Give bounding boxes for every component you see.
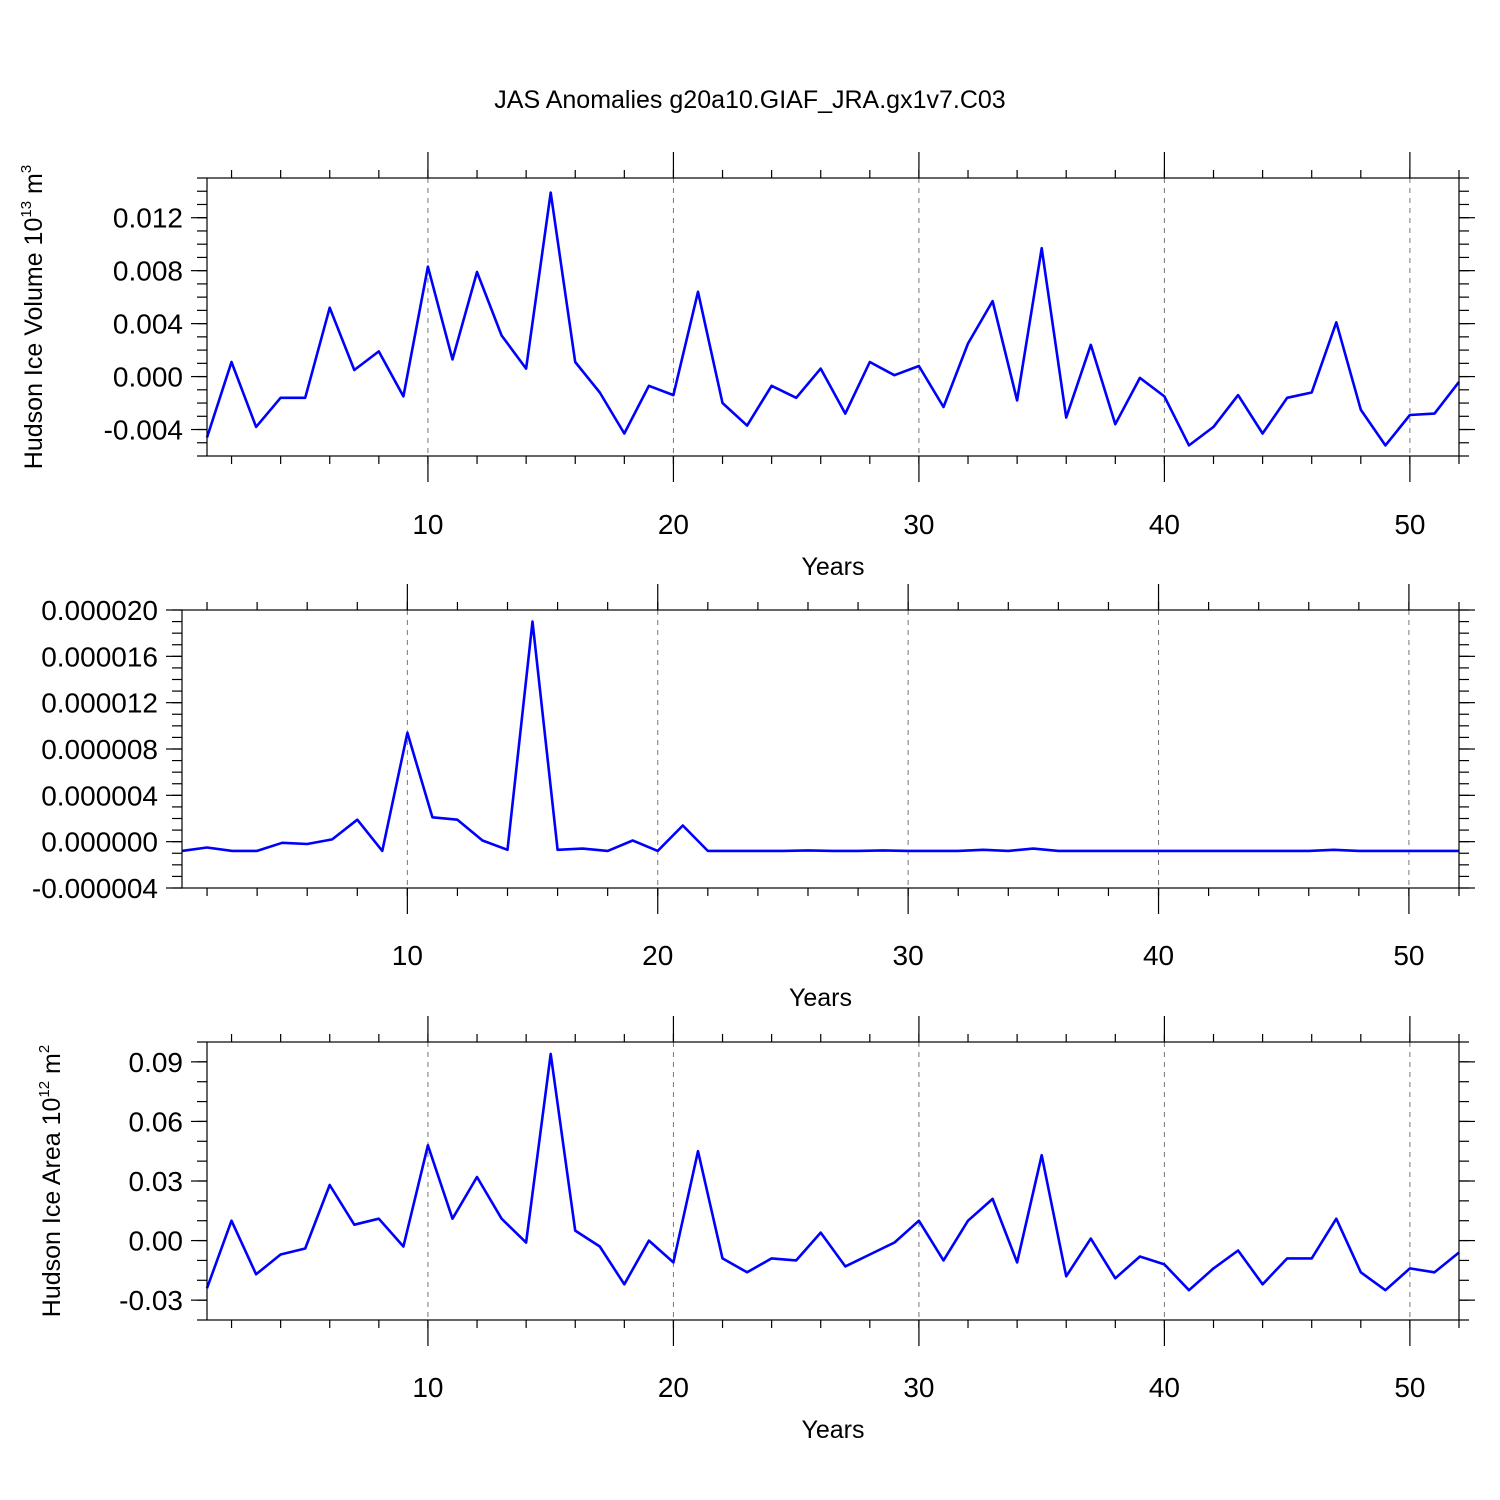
x-tick-label: 20: [642, 940, 673, 971]
x-tick-label: 10: [392, 940, 423, 971]
x-tick-label: 20: [658, 509, 689, 540]
x-tick-label: 50: [1393, 940, 1424, 971]
x-tick-label: 50: [1394, 509, 1425, 540]
y-axis-label-superscript: 2: [36, 1045, 53, 1053]
x-tick-label: 10: [412, 1372, 443, 1403]
panels: -0.004 0.000 0.004 0.008 0.012 10 20 30 40 50 Year…: [18, 152, 1475, 1444]
y-tick-label: 0.000004: [41, 780, 158, 811]
y-tick-label: 0.06: [129, 1106, 184, 1137]
y-tick-label: -0.000004: [32, 873, 158, 904]
y-axis-label: Hudson Ice Area 1012 m2: [36, 1045, 66, 1317]
y-tick-label: 0.09: [129, 1047, 184, 1078]
panel-2: -0.000004 0.000000 0.000004 0.000008 0.00001…: [32, 584, 1475, 1012]
y-axis-label-superscript: 3: [18, 165, 35, 173]
x-tick-label: 40: [1149, 509, 1180, 540]
panel-1: -0.004 0.000 0.004 0.008 0.012 10 20 30 40 50 Year…: [18, 152, 1475, 581]
y-tick-label: 0.012: [113, 203, 183, 234]
plot-frame: [206, 1041, 1460, 1321]
series-line: [205, 1052, 1460, 1292]
x-axis-label: Years: [801, 553, 864, 581]
x-tick-label: 40: [1149, 1372, 1180, 1403]
y-tick-label: -0.03: [119, 1285, 183, 1316]
x-tick-label: 40: [1143, 940, 1174, 971]
y-axis-label-part: Hudson Ice Volume 10: [20, 218, 48, 470]
series-line: [181, 620, 1459, 853]
plot-frame: [206, 177, 1460, 457]
y-tick-label: 0.004: [113, 309, 183, 340]
x-tick-label: 30: [903, 509, 934, 540]
plot-frame: [181, 609, 1460, 889]
x-tick-label: 10: [412, 509, 443, 540]
panel-3: -0.03 0.00 0.03 0.06 0.09 10 20 30 40 50 Years Huds…: [36, 1016, 1475, 1444]
x-axis-label: Years: [789, 984, 852, 1012]
y-axis-label: Hudson Ice Volume 1013 m3: [18, 165, 48, 469]
x-tick-label: 30: [903, 1372, 934, 1403]
y-tick-label: 0.000: [113, 362, 183, 393]
y-tick-label: 0.000012: [41, 688, 158, 719]
y-tick-label: 0.008: [113, 256, 183, 287]
y-tick-label: 0.000000: [41, 827, 158, 858]
x-tick-label: 50: [1394, 1372, 1425, 1403]
y-axis-label-part: m: [38, 1053, 66, 1081]
x-tick-label: 20: [658, 1372, 689, 1403]
y-axis-label-superscript: 12: [36, 1081, 53, 1098]
y-axis-label-part: m: [20, 173, 48, 201]
y-tick-label: 0.000016: [41, 641, 158, 672]
x-axis-label: Years: [801, 1416, 864, 1444]
y-tick-label: 0.000020: [41, 595, 158, 626]
y-tick-label: -0.004: [104, 415, 183, 446]
y-tick-label: 0.00: [129, 1226, 184, 1257]
y-axis-label-part: Hudson Ice Area 10: [38, 1098, 66, 1318]
y-tick-label: 0.03: [129, 1166, 184, 1197]
y-tick-label: 0.000008: [41, 734, 158, 765]
x-tick-label: 30: [893, 940, 924, 971]
series-line: [205, 191, 1461, 447]
y-axis-label-superscript: 13: [18, 201, 35, 218]
figure-title: JAS Anomalies g20a10.GIAF_JRA.gx1v7.C03: [494, 86, 1005, 114]
